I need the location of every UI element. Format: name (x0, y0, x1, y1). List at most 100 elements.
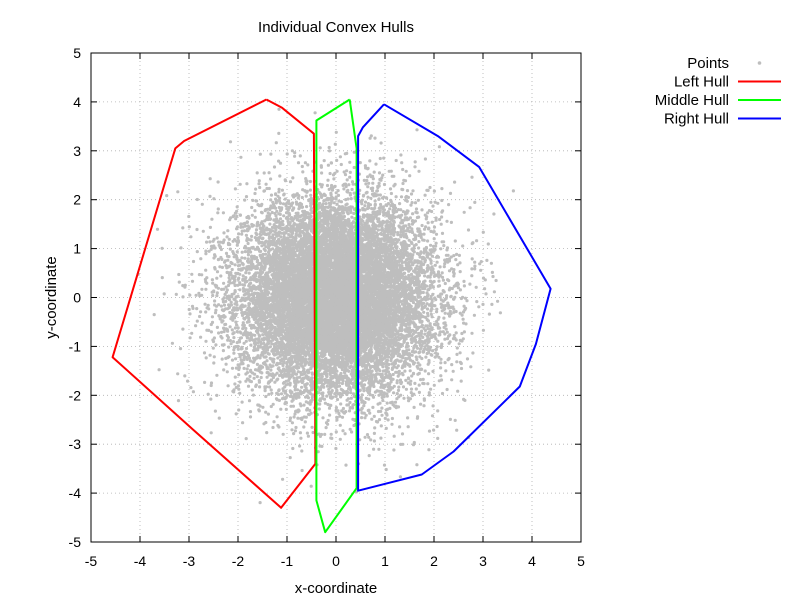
data-point (334, 430, 338, 434)
data-point (248, 415, 253, 419)
data-point (303, 161, 307, 165)
data-point (235, 330, 239, 334)
data-point (406, 416, 410, 420)
data-point (328, 171, 332, 176)
data-point (245, 182, 249, 186)
data-point (440, 198, 444, 203)
data-point (338, 437, 342, 441)
data-point (202, 351, 207, 355)
data-point (200, 321, 204, 325)
data-point (442, 244, 446, 248)
data-point (378, 206, 382, 210)
data-point (471, 351, 475, 355)
data-point (203, 380, 207, 384)
data-point (176, 190, 180, 194)
data-point (283, 197, 287, 201)
data-point (170, 341, 174, 345)
data-point (423, 157, 427, 161)
data-point (352, 150, 356, 154)
data-point (404, 387, 408, 391)
data-point (269, 198, 273, 202)
data-point (462, 284, 466, 288)
data-point (386, 210, 390, 214)
data-point (430, 220, 434, 224)
data-point (222, 303, 227, 307)
data-point (213, 409, 217, 413)
data-point (176, 399, 181, 403)
data-point (332, 177, 336, 181)
data-point (428, 185, 432, 190)
data-point (294, 425, 298, 430)
data-point (211, 346, 215, 350)
data-point (278, 373, 282, 378)
data-point (349, 396, 353, 400)
data-point (494, 278, 498, 283)
data-point (221, 319, 225, 323)
data-point (434, 218, 438, 222)
data-point (326, 163, 330, 167)
data-point (444, 296, 448, 300)
data-point (400, 221, 405, 225)
data-point (183, 283, 187, 287)
data-point (253, 209, 257, 213)
data-point (247, 271, 251, 275)
data-point (475, 239, 479, 243)
data-point (379, 424, 383, 428)
data-point (419, 378, 423, 382)
data-point (215, 291, 219, 295)
data-point (186, 379, 190, 383)
data-point (177, 280, 181, 284)
data-point (434, 216, 438, 220)
data-point (204, 356, 208, 360)
data-point (396, 388, 401, 392)
data-point (303, 420, 307, 424)
data-point (429, 261, 433, 265)
data-point (343, 173, 348, 177)
data-point (199, 257, 203, 261)
data-point (228, 247, 232, 251)
data-point (369, 196, 373, 200)
data-point (250, 234, 254, 238)
data-point (349, 197, 353, 201)
data-point (276, 423, 280, 428)
data-point (232, 336, 236, 340)
data-point (446, 278, 450, 282)
data-point (219, 330, 224, 334)
data-point (413, 233, 417, 237)
data-point (453, 239, 457, 243)
data-point (399, 153, 403, 157)
data-point (392, 391, 396, 395)
data-point (292, 206, 296, 210)
data-point (232, 331, 236, 335)
data-point (210, 217, 214, 221)
data-point (380, 176, 384, 180)
data-point (323, 432, 327, 436)
data-point (344, 463, 348, 467)
data-point (308, 360, 312, 364)
data-point (403, 369, 407, 373)
data-point (228, 325, 232, 329)
data-point (309, 484, 313, 488)
data-point (491, 274, 495, 279)
data-point (157, 368, 161, 372)
data-point (238, 380, 242, 384)
data-point (211, 293, 215, 298)
data-point (400, 161, 404, 165)
data-point (432, 428, 436, 432)
data-point (261, 405, 265, 409)
data-point (477, 305, 481, 309)
data-point (233, 382, 237, 386)
data-point (368, 411, 372, 415)
data-point (345, 178, 349, 182)
data-point (309, 204, 313, 208)
data-point (272, 420, 276, 424)
data-point (234, 412, 238, 416)
data-point (282, 214, 286, 218)
data-point (405, 189, 410, 193)
data-point (423, 274, 427, 278)
data-point (189, 235, 193, 239)
data-point (181, 295, 185, 299)
data-point (511, 189, 515, 193)
data-point (292, 432, 296, 436)
